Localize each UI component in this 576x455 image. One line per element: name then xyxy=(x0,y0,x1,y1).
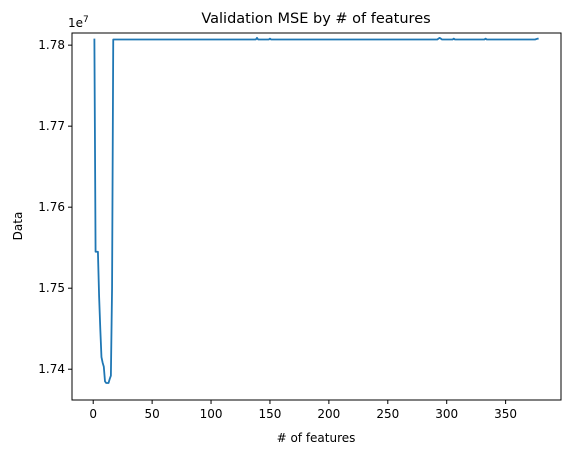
x-axis-ticks: 0 50 100 150 200 250 300 350 xyxy=(89,400,517,421)
y-tick-label: 1.77 xyxy=(38,119,65,133)
x-tick-label: 100 xyxy=(200,407,223,421)
x-axis-label: # of features xyxy=(277,431,356,445)
x-tick-label: 50 xyxy=(144,407,159,421)
x-tick-label: 150 xyxy=(259,407,282,421)
x-tick-label: 250 xyxy=(376,407,399,421)
axes-frame xyxy=(71,32,562,401)
y-axis-label: Data xyxy=(11,212,25,241)
series-line xyxy=(93,36,539,384)
x-tick-label: 200 xyxy=(317,407,340,421)
y-axis-ticks: 1.74 1.75 1.76 1.77 1.78 xyxy=(38,38,72,376)
y-tick-label: 1.78 xyxy=(38,38,65,52)
x-tick-label: 0 xyxy=(89,407,97,421)
chart-title: Validation MSE by # of features xyxy=(201,11,430,27)
x-tick-label: 300 xyxy=(435,407,458,421)
y-tick-label: 1.75 xyxy=(38,281,65,295)
x-tick-label: 350 xyxy=(494,407,517,421)
y-axis-offset-label: 1e7 xyxy=(68,15,89,30)
y-tick-label: 1.76 xyxy=(38,200,65,214)
y-tick-label: 1.74 xyxy=(38,362,65,376)
